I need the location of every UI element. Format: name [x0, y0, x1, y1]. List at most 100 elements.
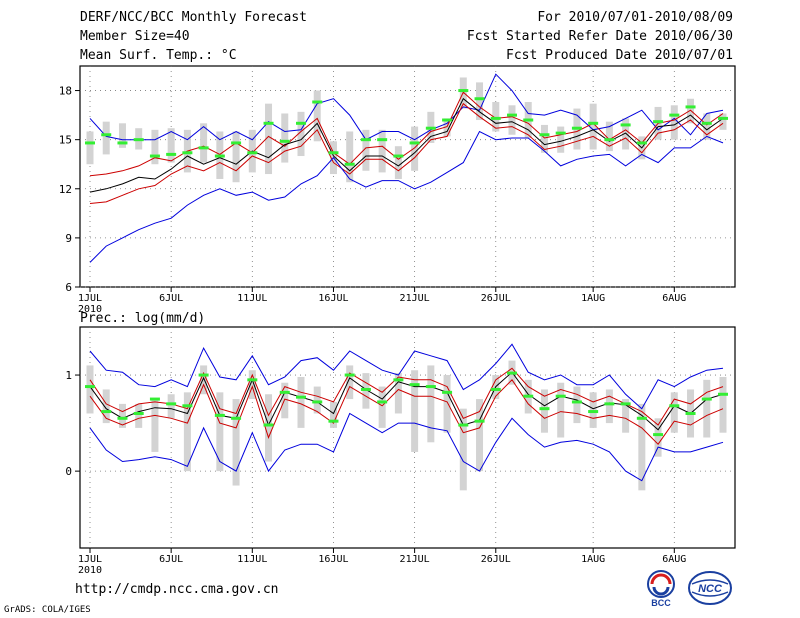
spread-bar — [102, 389, 110, 424]
series-line-mean — [89, 97, 724, 193]
spread-bar — [118, 123, 126, 148]
series-line-upper — [89, 367, 724, 426]
spread-bar — [703, 113, 711, 140]
member-size-label: Member Size=40 — [80, 29, 190, 44]
spread-bar — [265, 103, 273, 175]
spread-bar — [362, 129, 370, 171]
spread-bar — [427, 365, 435, 443]
series-line-max — [89, 73, 724, 141]
chart-title: DERF/NCC/BCC Monthly Forecast — [80, 10, 307, 25]
x-tick-label: 6JUL — [159, 293, 183, 304]
spread-bar — [378, 386, 386, 428]
x-tick-label: 1AUG — [581, 554, 605, 565]
spread-bar — [167, 128, 175, 163]
x-tick-label: 1JUL — [78, 554, 102, 565]
produced-date-label: Fcst Produced Date 2010/07/01 — [506, 48, 733, 63]
spread-bar — [638, 403, 646, 491]
x-tick-label: 21JUL — [400, 293, 430, 304]
forecast-range-label: For 2010/07/01-2010/08/09 — [537, 10, 733, 25]
series-line-min — [89, 130, 724, 263]
spread-bar — [654, 418, 662, 457]
spread-bar — [492, 102, 500, 132]
x-tick-label: 11JUL — [237, 554, 267, 565]
spread-bar — [346, 131, 354, 183]
spread-bar — [297, 111, 305, 157]
spread-bar — [443, 375, 451, 433]
spread-bar — [411, 126, 419, 171]
spread-bar — [102, 121, 110, 155]
spread-bar — [329, 401, 337, 428]
x-tick-label: 6AUG — [662, 554, 686, 565]
spread-bar — [232, 131, 240, 183]
spread-bar — [605, 389, 613, 424]
y-tick-label: 12 — [59, 183, 72, 196]
plot-frame-1 — [79, 326, 736, 549]
spread-bar — [394, 146, 402, 179]
footer-url: http://cmdp.ncc.cma.gov.cn — [75, 582, 279, 597]
spread-bar — [508, 105, 516, 135]
spread-bar — [151, 399, 159, 452]
spread-bar — [719, 113, 727, 130]
spread-bar — [313, 386, 321, 414]
bcc-logo: BCC — [647, 570, 675, 608]
spread-bar — [151, 129, 159, 165]
series-line-lower — [89, 379, 724, 445]
spread-bar — [86, 131, 94, 165]
spread-bar — [378, 129, 386, 173]
spread-bar — [719, 376, 727, 433]
plot-frame-0 — [79, 65, 736, 288]
spread-bar — [200, 123, 208, 163]
x-tick-label: 1JUL — [78, 293, 102, 304]
spread-bar — [557, 382, 565, 438]
spread-bar — [411, 370, 419, 452]
x-tick-label: 11JUL — [237, 293, 267, 304]
x-year-label: 2010 — [78, 565, 102, 576]
spread-bar — [394, 373, 402, 414]
spread-bar — [216, 392, 224, 472]
spread-bar — [86, 365, 94, 414]
x-year-label: 2010 — [78, 304, 102, 315]
y-tick-label: 0 — [65, 465, 72, 478]
y-tick-label: 15 — [59, 134, 72, 147]
spread-bar — [622, 399, 630, 433]
spread-bar — [248, 370, 256, 400]
spread-bar — [670, 392, 678, 433]
spread-bar — [687, 98, 695, 124]
x-tick-label: 21JUL — [400, 554, 430, 565]
spread-bar — [573, 386, 581, 424]
y-tick-label: 9 — [65, 232, 72, 245]
y-tick-label: 1 — [65, 369, 72, 382]
spread-bar — [297, 376, 305, 428]
x-tick-label: 16JUL — [318, 554, 348, 565]
spread-bar — [346, 365, 354, 400]
grads-credit: GrADS: COLA/IGES — [4, 605, 91, 615]
precip-panel-title: Prec.: log(mm/d) — [80, 311, 205, 326]
spread-bar — [183, 392, 191, 472]
x-tick-label: 16JUL — [318, 293, 348, 304]
x-tick-label: 6JUL — [159, 554, 183, 565]
spread-bar — [703, 379, 711, 438]
spread-bar — [265, 394, 273, 462]
spread-bar — [557, 126, 565, 153]
spread-bar — [135, 403, 143, 428]
spread-bar — [167, 394, 175, 419]
x-tick-label: 26JUL — [481, 554, 511, 565]
spread-bar — [540, 124, 548, 153]
series-line-min — [89, 412, 724, 482]
x-tick-label: 1AUG — [581, 293, 605, 304]
x-tick-label: 6AUG — [662, 293, 686, 304]
spread-bar — [200, 365, 208, 395]
started-refer-date-label: Fcst Started Refer Date 2010/06/30 — [466, 29, 733, 44]
spread-bar — [281, 382, 289, 419]
spread-bar — [476, 399, 484, 472]
spread-bar — [589, 103, 597, 150]
spread-bar — [281, 113, 289, 163]
spread-bar — [605, 121, 613, 152]
series-line-max — [89, 343, 724, 410]
y-tick-label: 6 — [65, 281, 72, 294]
spread-bar — [232, 399, 240, 486]
variable-label: Mean Surf. Temp.: °C — [80, 48, 237, 63]
spread-bar — [476, 82, 484, 121]
series-line-mean — [89, 371, 724, 431]
